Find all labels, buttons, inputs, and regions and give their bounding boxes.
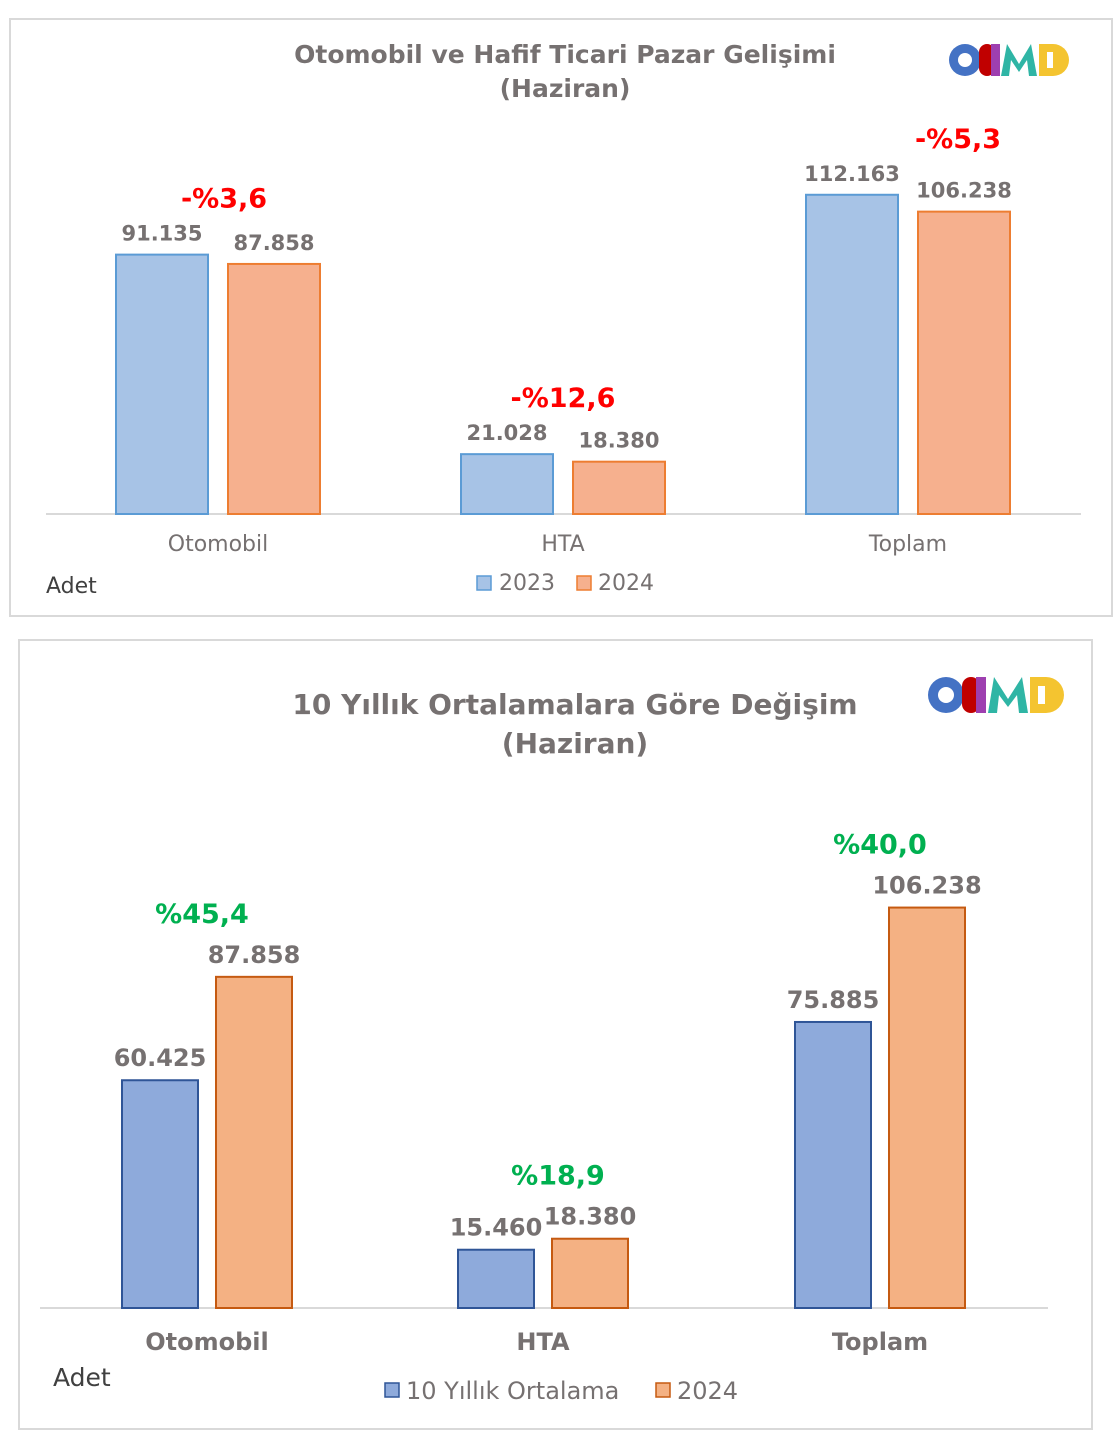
category-label-otomobil: Otomobil (168, 532, 268, 557)
legend-swatch-2024 (576, 575, 592, 591)
legend-swatch-2023 (476, 575, 492, 591)
bar-toplam-2024 (917, 210, 1011, 515)
data-label-otomobil-2023: 91.135 (121, 222, 202, 246)
odmd-logo (949, 44, 1069, 76)
chart-subtitle: (Haziran) (500, 74, 631, 103)
data-label-otomobil-ten-year-average: 60.425 (114, 1044, 207, 1072)
bar-otomobil-ten-year-average (121, 1079, 199, 1309)
bar-toplam-ten-year-average (794, 1020, 872, 1309)
data-label-toplam-2024: 106.238 (916, 179, 1012, 203)
chart-panel-ten-year-average: 10 Yıllık Ortalamalara Göre Değişim (Haz… (18, 639, 1093, 1430)
legend-label-2023: 2023 (499, 571, 555, 596)
chart-title: Otomobil ve Hafif Ticari Pazar Gelişimi (294, 40, 836, 69)
bar-hta-ten-year-average (457, 1248, 535, 1310)
data-label-hta-2023: 21.028 (466, 421, 547, 445)
chart-panel-market-development: Otomobil ve Hafif Ticari Pazar Gelişimi … (9, 18, 1113, 617)
bar-toplam-2024 (888, 906, 966, 1309)
chart-ten-year-average: 10 Yıllık Ortalamalara Göre Değişim (Haz… (40, 677, 1064, 1405)
change-label-toplam: %40,0 (833, 830, 927, 861)
unit-label: Adet (53, 1363, 111, 1392)
change-label-hta: -%12,6 (511, 383, 616, 414)
category-label-toplam: Toplam (832, 1328, 928, 1356)
data-label-hta-2024: 18.380 (578, 429, 659, 453)
bar-otomobil-2024 (215, 975, 293, 1309)
data-label-hta-2024: 18.380 (544, 1203, 637, 1231)
change-label-otomobil: %45,4 (155, 899, 249, 930)
data-label-otomobil-2024: 87.858 (208, 941, 301, 969)
odmd-logo (928, 677, 1064, 713)
legend-label-ten-year-average: 10 Yıllık Ortalama (406, 1377, 619, 1405)
bar-toplam-2023 (805, 193, 899, 515)
data-label-hta-ten-year-average: 15.460 (450, 1214, 543, 1242)
bar-otomobil-2023 (115, 253, 209, 515)
data-label-toplam-2024: 106.238 (872, 872, 981, 900)
change-label-toplam: -%5,3 (915, 124, 1001, 155)
change-label-hta: %18,9 (511, 1161, 605, 1192)
legend-swatch-ten-year-average (384, 1382, 400, 1398)
chart-title: 10 Yıllık Ortalamalara Göre Değişim (292, 688, 857, 721)
legend-label-2024: 2024 (598, 571, 654, 596)
bar-hta-2023 (460, 453, 554, 515)
chart-market-development: Otomobil ve Hafif Ticari Pazar Gelişimi … (46, 40, 1081, 599)
change-label-otomobil: -%3,6 (181, 184, 267, 215)
category-label-toplam: Toplam (868, 532, 947, 557)
unit-label: Adet (46, 574, 97, 599)
bar-hta-2024 (572, 460, 666, 515)
data-label-toplam-ten-year-average: 75.885 (787, 986, 880, 1014)
bar-otomobil-2024 (227, 262, 321, 515)
data-label-toplam-2023: 112.163 (804, 162, 900, 186)
legend-label-2024: 2024 (677, 1377, 738, 1405)
legend-swatch-2024 (655, 1382, 671, 1398)
category-label-otomobil: Otomobil (145, 1328, 269, 1356)
category-label-hta: HTA (541, 532, 584, 557)
bar-hta-2024 (551, 1237, 629, 1310)
chart-subtitle: (Haziran) (502, 727, 648, 760)
data-label-otomobil-2024: 87.858 (233, 231, 314, 255)
category-label-hta: HTA (516, 1328, 570, 1356)
